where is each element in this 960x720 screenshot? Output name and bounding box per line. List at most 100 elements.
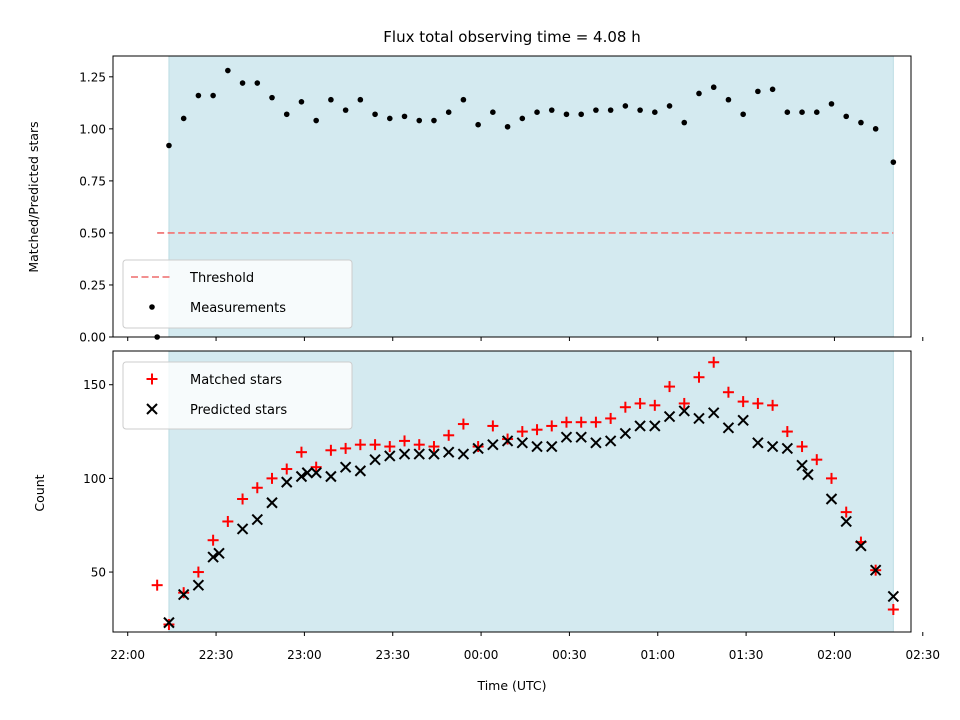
matched-star-marker xyxy=(678,397,690,409)
measurement-point xyxy=(445,109,452,115)
count-y-axis-label: Count xyxy=(32,474,47,511)
y-tick-label: 0.75 xyxy=(79,174,106,188)
matched-star-marker xyxy=(781,426,793,438)
matched-star-marker xyxy=(811,454,823,466)
matched-star-marker xyxy=(575,416,587,428)
matched-star-marker xyxy=(634,397,646,409)
legend-matched-swatch xyxy=(146,373,158,385)
predicted-star-marker xyxy=(301,467,314,479)
cross-stroke-b xyxy=(310,467,322,479)
predicted-star-marker xyxy=(295,470,308,483)
cross-stroke-b xyxy=(207,551,219,563)
matched-star-marker xyxy=(605,412,617,424)
measurement-point xyxy=(283,111,290,118)
matched-star-marker xyxy=(325,444,337,456)
cross-stroke-b xyxy=(369,453,381,466)
matched-star-marker xyxy=(192,566,204,578)
predicted-star-marker xyxy=(531,440,543,453)
predicted-star-marker xyxy=(575,431,587,443)
cross-stroke-b xyxy=(840,515,852,528)
matched-star-marker xyxy=(163,619,175,631)
matched-star-marker xyxy=(384,441,396,453)
measurement-point xyxy=(534,109,540,115)
y-tick-label: 0.25 xyxy=(79,278,106,292)
predicted-star-marker xyxy=(457,448,470,460)
matched-star-marker xyxy=(295,446,307,458)
cross-stroke-b xyxy=(501,435,514,447)
cross-stroke-b xyxy=(281,476,293,488)
cross-stroke-b xyxy=(825,493,838,505)
matched-star-marker xyxy=(664,381,676,393)
chart-marks: 0.00 0.25 0.50 0.75 1.00 1.25 50 100 150 22:00 22:… xyxy=(79,55,940,662)
cross-stroke-b xyxy=(192,579,205,591)
y-tick-label: 150 xyxy=(83,378,106,392)
matched-star-marker xyxy=(531,424,543,436)
measurement-point xyxy=(269,94,275,101)
cross-stroke-b xyxy=(428,448,440,460)
matched-star-marker xyxy=(310,461,322,473)
predicted-star-marker xyxy=(442,446,455,458)
x-tick-label: 23:00 xyxy=(287,648,322,662)
measurement-point xyxy=(593,107,599,113)
cross-stroke-b xyxy=(236,523,249,535)
measurement-point xyxy=(563,111,570,118)
cross-stroke-b xyxy=(869,564,882,576)
predicted-star-marker xyxy=(213,547,225,560)
matched-star-marker xyxy=(237,493,249,505)
matched-star-marker xyxy=(457,418,469,430)
x-tick-label: 01:00 xyxy=(640,648,675,662)
measurement-point xyxy=(386,115,393,122)
predicted-star-marker xyxy=(802,468,814,481)
matched-star-marker xyxy=(590,416,602,428)
measurement-point xyxy=(578,111,584,118)
cross-stroke-b xyxy=(472,442,484,455)
x-tick-label: 22:00 xyxy=(110,648,145,662)
cross-stroke-b xyxy=(177,588,190,601)
x-tick-label: 02:00 xyxy=(817,648,852,662)
predicted-star-marker xyxy=(737,414,749,427)
measurement-point xyxy=(416,117,423,124)
predicted-star-marker xyxy=(369,453,381,466)
cross-stroke-b xyxy=(266,497,278,509)
predicted-star-marker xyxy=(708,407,720,419)
predicted-star-marker xyxy=(722,422,735,434)
cross-stroke-b xyxy=(442,446,455,458)
predicted-star-marker xyxy=(825,493,838,505)
predicted-star-marker xyxy=(663,410,676,423)
measurement-point xyxy=(799,109,805,115)
measurement-point xyxy=(519,115,526,122)
predicted-star-marker xyxy=(781,442,794,455)
cross-stroke-b xyxy=(649,420,661,432)
matched-star-marker xyxy=(399,435,411,447)
legend-measurements-swatch xyxy=(149,304,155,310)
measurement-point xyxy=(784,109,791,115)
x-tick-label: 00:30 xyxy=(552,648,587,662)
cross-stroke-b xyxy=(802,468,814,481)
predicted-star-marker xyxy=(163,616,175,629)
x-tick-label: 23:30 xyxy=(375,648,410,662)
measurement-point xyxy=(254,80,261,86)
measurement-point xyxy=(195,92,202,99)
measurement-point xyxy=(769,86,776,93)
cross-stroke-b xyxy=(325,470,337,483)
matched-star-marker xyxy=(266,472,278,484)
matched-star-marker xyxy=(708,356,720,368)
cross-stroke-b xyxy=(295,470,308,483)
cross-stroke-b xyxy=(575,431,587,443)
cross-stroke-b xyxy=(213,547,225,560)
cross-stroke-b xyxy=(604,435,617,447)
y-tick-label: 1.00 xyxy=(79,122,106,136)
predicted-star-marker xyxy=(678,405,690,417)
cross-stroke-b xyxy=(752,437,764,449)
measurement-point xyxy=(681,119,688,126)
cross-stroke-b xyxy=(301,467,314,479)
measurement-point xyxy=(166,142,172,149)
predicted-star-marker xyxy=(325,470,337,483)
measurement-point xyxy=(372,111,378,118)
cross-stroke-b xyxy=(722,422,735,434)
matched-star-marker xyxy=(825,472,837,484)
measurement-point xyxy=(298,98,305,105)
predicted-star-marker xyxy=(207,551,219,563)
matched-star-marker xyxy=(472,441,484,453)
predicted-star-marker xyxy=(796,459,808,471)
